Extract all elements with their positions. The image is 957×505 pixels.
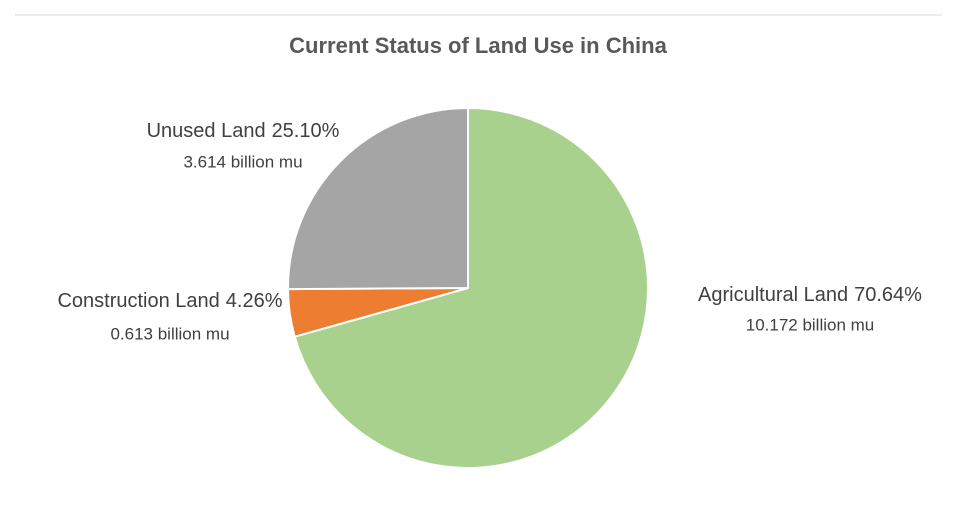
category-name: Unused Land xyxy=(147,120,266,142)
value-label: 25.10% xyxy=(272,120,340,142)
value-label: 70.64% xyxy=(854,284,922,306)
amount-label: 0.613 billion mu xyxy=(110,324,229,343)
slice-label: Construction Land 4.26% xyxy=(57,290,282,312)
slice-label: Agricultural Land 70.64% xyxy=(698,284,922,306)
amount-label: 3.614 billion mu xyxy=(183,152,302,171)
category-name: Construction Land xyxy=(57,290,219,312)
category-name: Agricultural Land xyxy=(698,284,848,306)
pie-slice xyxy=(293,106,649,469)
amount-label: 10.172 billion mu xyxy=(746,315,875,334)
slice-label: Unused Land 25.10% xyxy=(147,120,340,142)
value-label: 4.26% xyxy=(226,290,283,312)
pie-slice xyxy=(287,106,469,291)
chart-title: Current Status of Land Use in China xyxy=(289,33,667,58)
